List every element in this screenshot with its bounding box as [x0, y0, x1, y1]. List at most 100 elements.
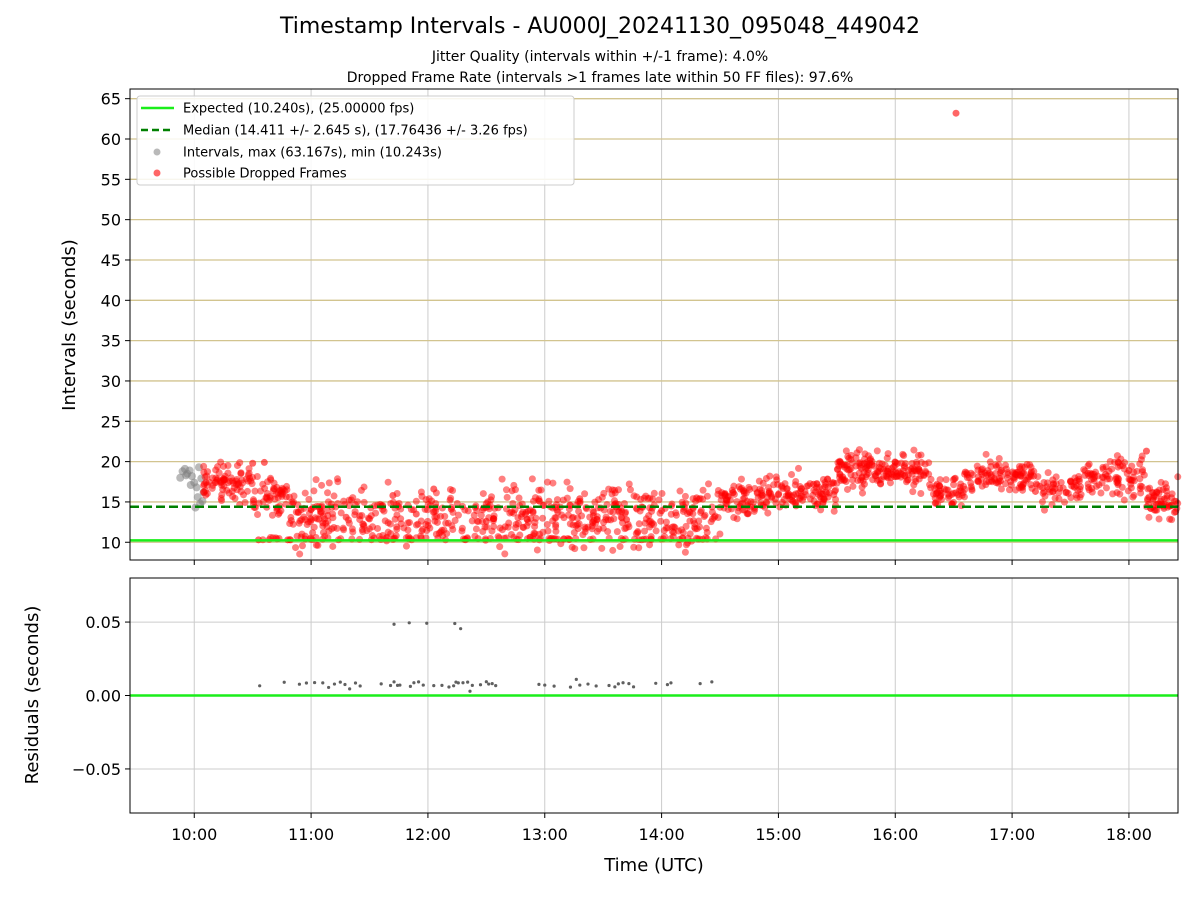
residual-point [574, 677, 578, 681]
dropped-frame-point [519, 523, 527, 531]
dropped-frame-point [200, 462, 208, 470]
dropped-frame-point [832, 495, 840, 503]
residual-point [425, 621, 429, 625]
legend-entry-label: Median (14.411 +/- 2.645 s), (17.76436 +… [183, 124, 528, 139]
dropped-frame-point [345, 502, 353, 510]
dropped-frame-point [613, 528, 621, 536]
dropped-frame-point [1109, 490, 1117, 498]
dropped-frame-point [784, 490, 792, 498]
dropped-frame-point [992, 461, 1000, 469]
dropped-frame-point [345, 519, 353, 527]
dropped-frame-point [861, 450, 869, 458]
dropped-frame-point [1106, 475, 1114, 483]
dropped-frame-point [325, 479, 333, 487]
dropped-frame-point [305, 509, 313, 517]
dropped-frame-point [686, 530, 694, 538]
dropped-frame-point [662, 524, 670, 532]
dropped-frame-point [1163, 494, 1171, 502]
dropped-frame-point [792, 499, 800, 507]
dropped-frame-point [626, 486, 634, 494]
dropped-frame-point [453, 499, 461, 507]
dropped-frame-point [852, 454, 860, 462]
residual-point [432, 684, 436, 688]
dropped-frame-point [498, 475, 506, 483]
dropped-frame-point [1067, 494, 1075, 502]
dropped-frame-point [208, 474, 216, 482]
dropped-frame-point [479, 490, 487, 498]
y-tick-label: −0.05 [72, 760, 121, 779]
dropped-frame-point [294, 509, 302, 517]
dropped-frame-point [535, 486, 543, 494]
residual-point [494, 684, 498, 688]
dropped-frame-point [202, 479, 210, 487]
y-tick-label: 50 [101, 211, 121, 230]
legend-intervals-swatch [153, 148, 161, 156]
dropped-frame-point [607, 516, 615, 524]
y-tick-label: 30 [101, 372, 121, 391]
dropped-frame-point [289, 498, 297, 506]
residual-point [594, 684, 598, 688]
dropped-frame-point [360, 498, 368, 506]
legend-dropped-swatch [153, 169, 161, 177]
dropped-frame-point [602, 516, 610, 524]
dropped-frame-point [932, 499, 940, 507]
dropped-frame-point [389, 491, 397, 499]
dropped-frame-point [449, 486, 457, 494]
dropped-frame-point [312, 476, 320, 484]
dropped-frame-point [313, 515, 321, 523]
dropped-frame-point [237, 469, 245, 477]
dropped-frame-point [847, 465, 855, 473]
dropped-frame-point [259, 498, 267, 506]
residual-point [388, 683, 393, 688]
dropped-frame-point [242, 475, 250, 483]
dropped-frame-point [1112, 475, 1120, 483]
dropped-frame-point [528, 475, 536, 483]
residuals-axis-label: Residuals (seconds) [22, 606, 43, 785]
y-tick-label: 35 [101, 332, 121, 351]
residual-point [304, 681, 309, 685]
dropped-frame-point [774, 491, 782, 499]
dropped-frame-point [305, 495, 313, 503]
dropped-frame-point [849, 459, 857, 467]
residual-point [578, 683, 582, 687]
dropped-frame-point [703, 528, 711, 536]
residual-point [392, 622, 396, 626]
dropped-frame-point [897, 459, 905, 467]
dropped-frame-point [873, 447, 881, 455]
dropped-frame-point [539, 514, 547, 522]
dropped-frame-point [543, 478, 551, 486]
residual-point [452, 684, 456, 688]
dropped-frame-point [1012, 486, 1020, 494]
dropped-frame-point [1005, 486, 1013, 494]
dropped-frame-point [810, 486, 818, 494]
dropped-frame-point [286, 519, 294, 527]
dropped-frame-point [552, 521, 560, 529]
dropped-frame-point [296, 550, 304, 558]
dropped-frame-point [655, 496, 663, 504]
dropped-frame-point [298, 542, 306, 550]
dropped-frame-point [267, 474, 275, 482]
dropped-frame-point [241, 498, 249, 506]
dropped-frame-point [509, 500, 517, 508]
dropped-frame-point [212, 466, 220, 474]
dropped-frame-point [270, 479, 278, 487]
dropped-frame-point [794, 464, 802, 472]
dropped-frame-point [430, 485, 438, 493]
dropped-frame-point [502, 486, 510, 494]
dropped-frame-point [1010, 475, 1018, 483]
dropped-frame-point [412, 497, 420, 505]
dropped-frame-point [307, 516, 315, 524]
dropped-frame-point [686, 509, 694, 517]
dropped-frame-point [1016, 480, 1024, 488]
dropped-frame-point [703, 492, 711, 500]
dropped-frame-point [1153, 488, 1161, 496]
dropped-frame-point [797, 487, 805, 495]
dropped-frame-point [270, 485, 278, 493]
dropped-frame-point [257, 487, 265, 495]
dropped-frame-point [488, 527, 496, 535]
dropped-frame-point [1155, 515, 1163, 523]
dropped-frame-point [443, 530, 451, 538]
dropped-frame-point [909, 488, 917, 496]
dropped-frame-point [333, 475, 341, 483]
dropped-frame-point [356, 512, 364, 520]
